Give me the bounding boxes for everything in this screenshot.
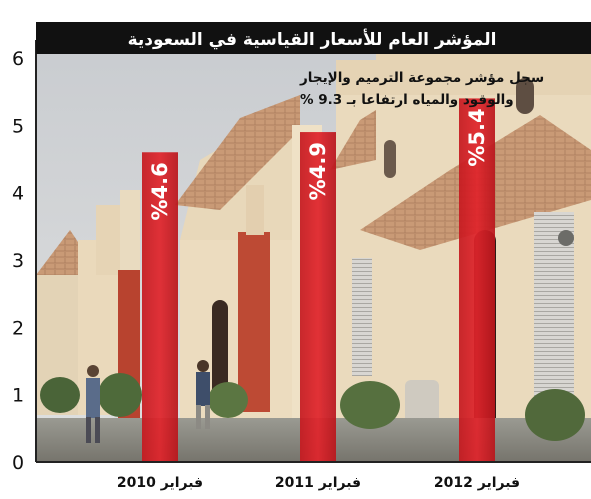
y-tick-label: 2 [12, 317, 24, 339]
pedestrians [86, 360, 210, 443]
shrubs [40, 373, 585, 441]
y-axis-ticks: 0 1 2 3 4 5 6 [12, 48, 24, 474]
y-tick-label: 0 [12, 452, 24, 474]
x-tick-label: فبراير 2011 [275, 475, 361, 491]
y-tick-label: 3 [12, 250, 24, 272]
bar-value-label: %5.4 [465, 108, 489, 166]
bar [142, 152, 178, 462]
annotation-line-1: سجل مؤشر مجموعة الترميم والإيجار [299, 70, 544, 86]
bar [459, 98, 495, 463]
bar-value-label: %4.9 [306, 142, 330, 200]
x-tick-label: فبراير 2012 [434, 475, 520, 491]
x-tick-label: فبراير 2010 [117, 475, 203, 491]
y-tick-label: 1 [12, 385, 24, 407]
chart-title: المؤشر العام للأسعار القياسية في السعودي… [128, 29, 497, 50]
background-photo [36, 40, 591, 462]
y-tick-label: 6 [12, 48, 24, 70]
bars-layer: %4.6 %4.9 %5.4 [142, 98, 495, 463]
annotation-line-2: والوقود والمياه ارتفاعا بـ 9.3 % [300, 92, 514, 108]
title-bar [36, 22, 591, 54]
bar [300, 132, 336, 463]
x-axis-labels: فبراير 2010 فبراير 2011 فبراير 2012 [117, 475, 520, 491]
y-tick-label: 5 [12, 115, 24, 137]
bar-value-label: %4.6 [148, 162, 172, 220]
y-tick-label: 4 [12, 183, 24, 205]
